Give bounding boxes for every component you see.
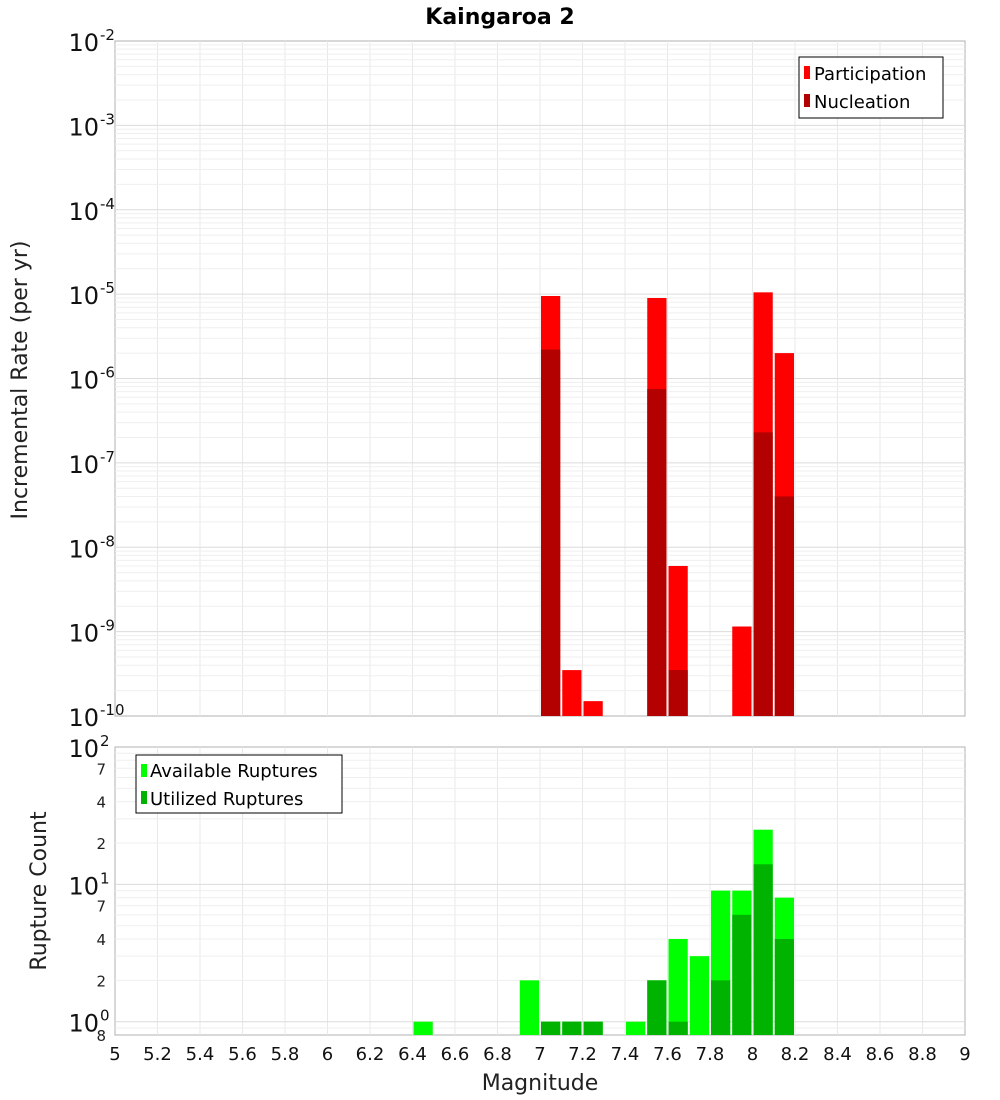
y-minor-tick-label: 7 xyxy=(96,760,106,778)
x-axis-label: Magnitude xyxy=(482,1071,599,1096)
rate-legend: Participation Nucleation xyxy=(798,56,944,119)
y-tick-label: 10 xyxy=(68,29,99,57)
count-x-ticks: 5 5.2 5.4 5.6 5.8 6 6.2 6.4 6.6 6.8 7 7.2 7.4 7.6 7.8 8… xyxy=(109,1044,970,1065)
rate-grid xyxy=(115,41,965,716)
bar-utilized-ruptures xyxy=(732,914,752,1035)
x-tick-label: 6.6 xyxy=(441,1044,470,1065)
y-tick-exponent: -8 xyxy=(100,532,115,550)
bar-available-ruptures xyxy=(626,1021,646,1035)
y-tick-exponent: 1 xyxy=(100,869,110,887)
x-tick-label: 5.4 xyxy=(186,1044,215,1065)
bar-nucleation xyxy=(668,670,688,716)
y-tick-label: 10 xyxy=(68,704,99,732)
x-tick-label: 7.4 xyxy=(611,1044,640,1065)
y-minor-tick-label: 2 xyxy=(96,972,106,990)
y-tick-label: 10 xyxy=(68,620,99,648)
x-tick-label: 8 xyxy=(747,1044,758,1065)
x-tick-label: 8.6 xyxy=(866,1044,895,1065)
x-tick-label: 5.6 xyxy=(228,1044,257,1065)
x-tick-label: 8.2 xyxy=(781,1044,810,1065)
x-tick-label: 7 xyxy=(534,1044,545,1065)
x-tick-label: 7.6 xyxy=(653,1044,682,1065)
bar-participation xyxy=(562,670,582,716)
x-tick-label: 5 xyxy=(109,1044,120,1065)
y-tick-exponent: -2 xyxy=(100,26,115,44)
participation-legend-label: Participation xyxy=(814,64,926,85)
bar-participation xyxy=(732,626,752,716)
y-tick-exponent: -6 xyxy=(100,364,115,382)
bar-available-ruptures xyxy=(689,956,709,1035)
x-tick-label: 8.8 xyxy=(908,1044,937,1065)
x-tick-label: 5.2 xyxy=(143,1044,172,1065)
bar-utilized-ruptures xyxy=(583,1021,603,1035)
y-minor-tick-label: 4 xyxy=(96,931,106,949)
y-tick-exponent: 2 xyxy=(100,732,110,750)
y-tick-label: 10 xyxy=(68,198,99,226)
y-tick-label: 10 xyxy=(68,367,99,395)
bar-nucleation xyxy=(541,349,561,716)
nucleation-swatch xyxy=(804,94,810,107)
y-tick-label: 10 xyxy=(68,113,99,141)
bar-utilized-ruptures xyxy=(647,980,667,1035)
y-tick-label: 10 xyxy=(68,535,99,563)
count-y-axis-label: Rupture Count xyxy=(27,811,52,971)
x-tick-label: 6.8 xyxy=(483,1044,512,1065)
y-tick-label: 10 xyxy=(68,872,99,900)
chart-title: Kaingaroa 2 xyxy=(425,5,574,30)
count-legend-box xyxy=(135,754,343,814)
bar-utilized-ruptures xyxy=(562,1021,582,1035)
x-tick-label: 7.2 xyxy=(568,1044,597,1065)
x-tick-label: 7.8 xyxy=(696,1044,725,1065)
y-tick-label: 10 xyxy=(68,735,99,763)
y-minor-tick-label: 8 xyxy=(96,1027,106,1045)
y-tick-exponent: -9 xyxy=(100,617,115,635)
available-swatch xyxy=(141,764,147,777)
bar-available-ruptures xyxy=(668,939,688,1035)
y-tick-exponent: -7 xyxy=(100,448,115,466)
y-tick-label: 10 xyxy=(68,451,99,479)
bar-nucleation xyxy=(774,496,794,716)
y-tick-exponent: 0 xyxy=(100,1007,110,1025)
bar-available-ruptures xyxy=(519,980,539,1035)
rate-legend-box xyxy=(798,56,944,119)
x-tick-label: 5.8 xyxy=(271,1044,300,1065)
y-minor-tick-label: 7 xyxy=(96,898,106,916)
y-tick-exponent: -10 xyxy=(100,701,125,719)
utilized-swatch xyxy=(141,791,147,804)
nucleation-legend-label: Nucleation xyxy=(814,92,910,113)
bar-participation xyxy=(583,701,603,716)
bar-nucleation xyxy=(647,389,667,716)
bar-utilized-ruptures xyxy=(753,864,773,1035)
x-tick-label: 9 xyxy=(959,1044,970,1065)
bar-utilized-ruptures xyxy=(774,939,794,1035)
y-minor-tick-label: 4 xyxy=(96,794,106,812)
y-tick-exponent: -3 xyxy=(100,110,115,128)
bar-utilized-ruptures xyxy=(711,980,731,1035)
bar-nucleation xyxy=(753,432,773,716)
y-minor-tick-label: 2 xyxy=(96,835,106,853)
y-tick-exponent: -5 xyxy=(100,279,115,297)
utilized-legend-label: Utilized Ruptures xyxy=(150,789,303,810)
x-tick-label: 6.2 xyxy=(356,1044,385,1065)
y-tick-exponent: -4 xyxy=(100,195,115,213)
y-tick-label: 10 xyxy=(68,1010,99,1038)
y-tick-label: 10 xyxy=(68,282,99,310)
x-tick-label: 6 xyxy=(322,1044,333,1065)
rate-y-axis-label: Incremental Rate (per yr) xyxy=(8,241,33,520)
bar-utilized-ruptures xyxy=(541,1021,561,1035)
rate-bars xyxy=(541,292,794,716)
participation-swatch xyxy=(804,66,810,79)
bar-utilized-ruptures xyxy=(668,1021,688,1035)
count-legend: Available Ruptures Utilized Ruptures xyxy=(135,754,343,814)
count-bars xyxy=(413,829,794,1035)
available-legend-label: Available Ruptures xyxy=(150,761,318,782)
x-tick-label: 6.4 xyxy=(398,1044,427,1065)
x-tick-label: 8.4 xyxy=(823,1044,852,1065)
bar-available-ruptures xyxy=(413,1021,433,1035)
